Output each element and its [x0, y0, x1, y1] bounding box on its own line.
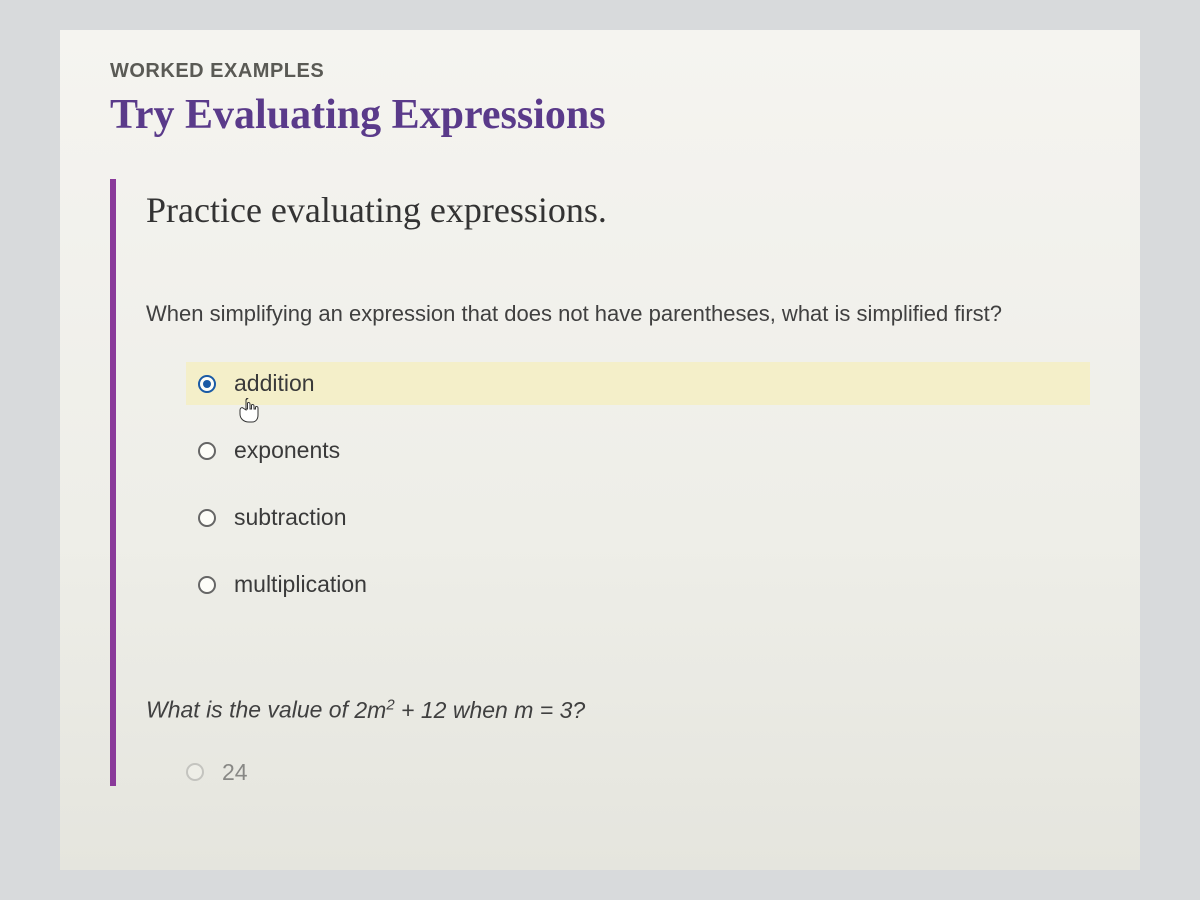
radio-icon	[198, 576, 216, 594]
option-24[interactable]: 24	[186, 759, 1090, 786]
question2-options: 24	[146, 759, 1090, 786]
radio-icon	[198, 442, 216, 460]
radio-icon	[198, 509, 216, 527]
option-label: addition	[234, 370, 315, 397]
q2-prefix: What is the value of	[146, 697, 354, 723]
option-addition[interactable]: addition	[186, 362, 1090, 405]
option-label: subtraction	[234, 504, 347, 531]
content-box: Practice evaluating expressions. When si…	[110, 179, 1090, 786]
page-title: Try Evaluating Expressions	[110, 91, 1090, 139]
q2-expression: 2m2 + 12 when m = 3?	[354, 697, 585, 723]
pointer-cursor-icon	[238, 398, 260, 430]
content-subhead: Practice evaluating expressions.	[146, 189, 1090, 231]
question1-prompt: When simplifying an expression that does…	[146, 301, 1090, 327]
question2-prompt: What is the value of 2m2 + 12 when m = 3…	[146, 696, 1090, 724]
section-label: WORKED EXAMPLES	[110, 60, 1090, 83]
quiz-page: WORKED EXAMPLES Try Evaluating Expressio…	[60, 30, 1140, 870]
option-multiplication[interactable]: multiplication	[186, 563, 1090, 606]
option-label: exponents	[234, 437, 340, 464]
option-label: multiplication	[234, 571, 367, 598]
option-subtraction[interactable]: subtraction	[186, 496, 1090, 539]
radio-icon	[198, 375, 216, 393]
radio-icon	[186, 763, 204, 781]
option-exponents[interactable]: exponents	[186, 429, 1090, 472]
option-label: 24	[222, 759, 248, 786]
question1-options: addition exponents subtraction multiplic…	[146, 362, 1090, 606]
